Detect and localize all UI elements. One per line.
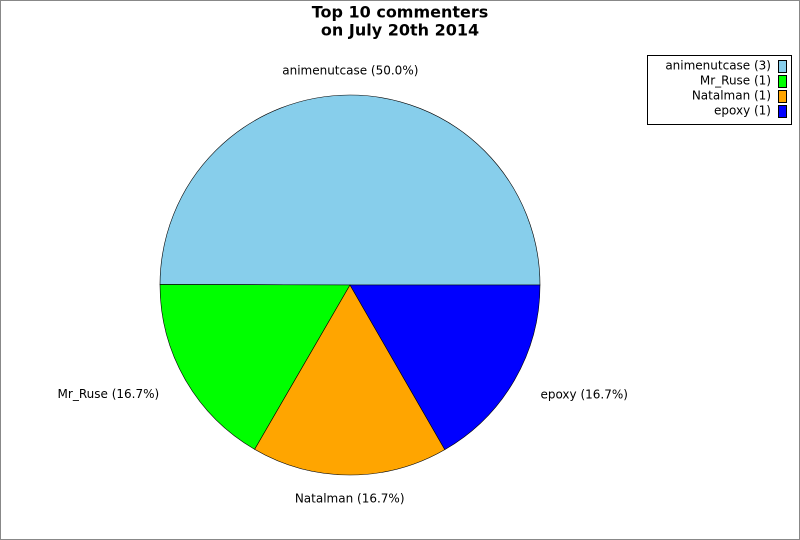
pie-slice bbox=[159, 284, 351, 450]
chart-subtitle: on July 20th 2014 bbox=[321, 21, 479, 40]
legend-box bbox=[647, 55, 792, 125]
legend-label: animenutcase (3) bbox=[665, 59, 771, 73]
legend-swatch bbox=[778, 90, 787, 103]
pie-slice bbox=[254, 284, 446, 476]
legend-label: epoxy (1) bbox=[714, 104, 771, 118]
chart-title: Top 10 commenters bbox=[312, 3, 489, 22]
pie-slice bbox=[349, 284, 541, 451]
legend-label: Natalman (1) bbox=[692, 89, 771, 103]
legend-swatch bbox=[778, 75, 787, 88]
slice-label: Mr_Ruse (16.7%) bbox=[58, 387, 160, 401]
legend-swatch bbox=[778, 60, 787, 73]
slice-label: Natalman (16.7%) bbox=[295, 491, 405, 505]
pie-slice bbox=[159, 94, 541, 286]
slice-label: animenutcase (50.0%) bbox=[282, 64, 418, 78]
legend-swatch bbox=[778, 105, 787, 118]
legend-label: Mr_Ruse (1) bbox=[700, 74, 771, 88]
slice-label: epoxy (16.7%) bbox=[540, 388, 627, 402]
